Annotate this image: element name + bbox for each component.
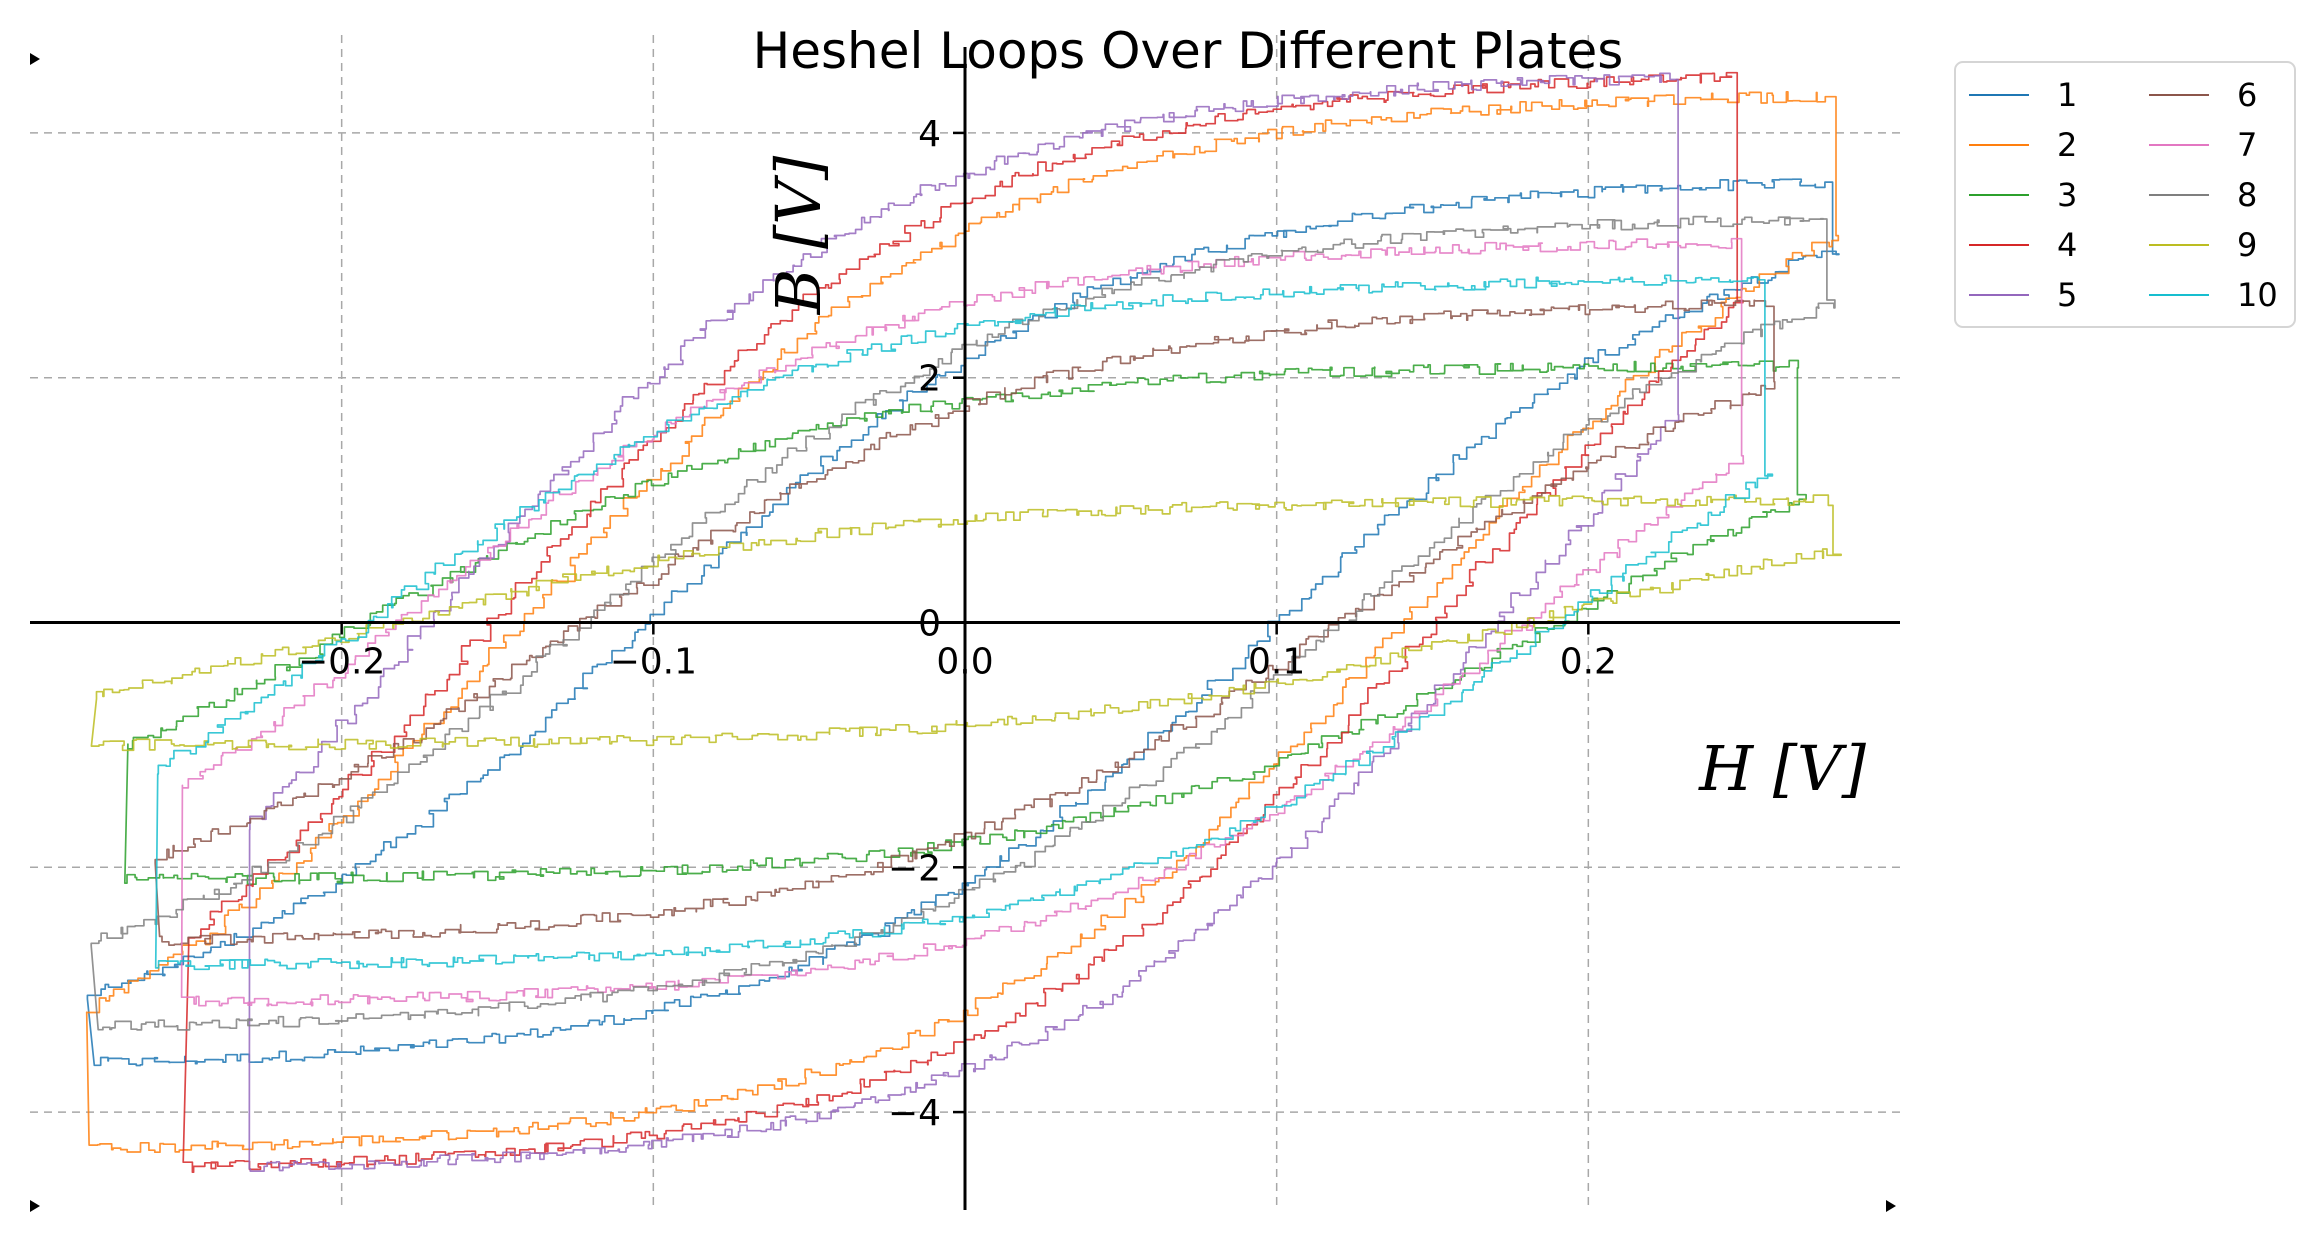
legend-label-4: 4 xyxy=(2057,226,2077,264)
series-line-8 xyxy=(90,215,1836,1031)
series-line-3 xyxy=(123,359,1807,886)
legend-label-2: 2 xyxy=(2057,126,2077,164)
series-line-9 xyxy=(90,494,1842,752)
y-tick-label: 4 xyxy=(918,114,941,155)
legend-label-6: 6 xyxy=(2237,76,2257,114)
x-tick-label: 0.0 xyxy=(936,642,993,683)
x-tick-label: −0.2 xyxy=(298,642,385,683)
y-tick-label: −4 xyxy=(888,1093,941,1134)
series-line-4 xyxy=(182,71,1744,1174)
series-line-10 xyxy=(154,274,1774,971)
legend-label-8: 8 xyxy=(2237,176,2257,214)
chart-title: Heshel Loops Over Different Plates xyxy=(753,22,1624,80)
legend-label-3: 3 xyxy=(2057,176,2077,214)
y-tick-label: 0 xyxy=(918,604,941,645)
series-line-6 xyxy=(154,299,1776,946)
series-group xyxy=(85,71,1842,1174)
series-line-2 xyxy=(85,91,1840,1154)
y-tick-label: −2 xyxy=(888,848,941,889)
legend-label-10: 10 xyxy=(2237,276,2278,314)
grid xyxy=(30,35,1900,1210)
legend-label-7: 7 xyxy=(2237,126,2257,164)
legend-label-9: 9 xyxy=(2237,226,2257,264)
axes xyxy=(30,47,1900,1212)
x-tick-label: 0.2 xyxy=(1560,642,1617,683)
legend-label-1: 1 xyxy=(2057,76,2077,114)
x-axis-label: H [V] xyxy=(1698,732,1867,805)
x-tick-label: 0.1 xyxy=(1248,642,1305,683)
legend: 1 2 3 4 5 6 7 8 9 10 xyxy=(1954,61,2296,328)
series-line-5 xyxy=(248,72,1683,1172)
y-tick-label: 2 xyxy=(918,359,941,400)
corner-marker xyxy=(30,53,40,65)
labels: −0.2 −0.1 0.0 0.1 0.2 −4 −2 0 2 4 Heshel Loops Ove… xyxy=(298,22,1867,1134)
corner-marker xyxy=(30,1200,40,1212)
series-line-7 xyxy=(180,237,1745,1007)
y-axis-label: B [V] xyxy=(762,155,835,315)
legend-box xyxy=(1954,61,2296,328)
legend-label-5: 5 xyxy=(2057,276,2077,314)
series-line-1 xyxy=(86,178,1840,1067)
x-tick-label: −0.1 xyxy=(610,642,697,683)
corner-marker xyxy=(1886,1200,1896,1212)
